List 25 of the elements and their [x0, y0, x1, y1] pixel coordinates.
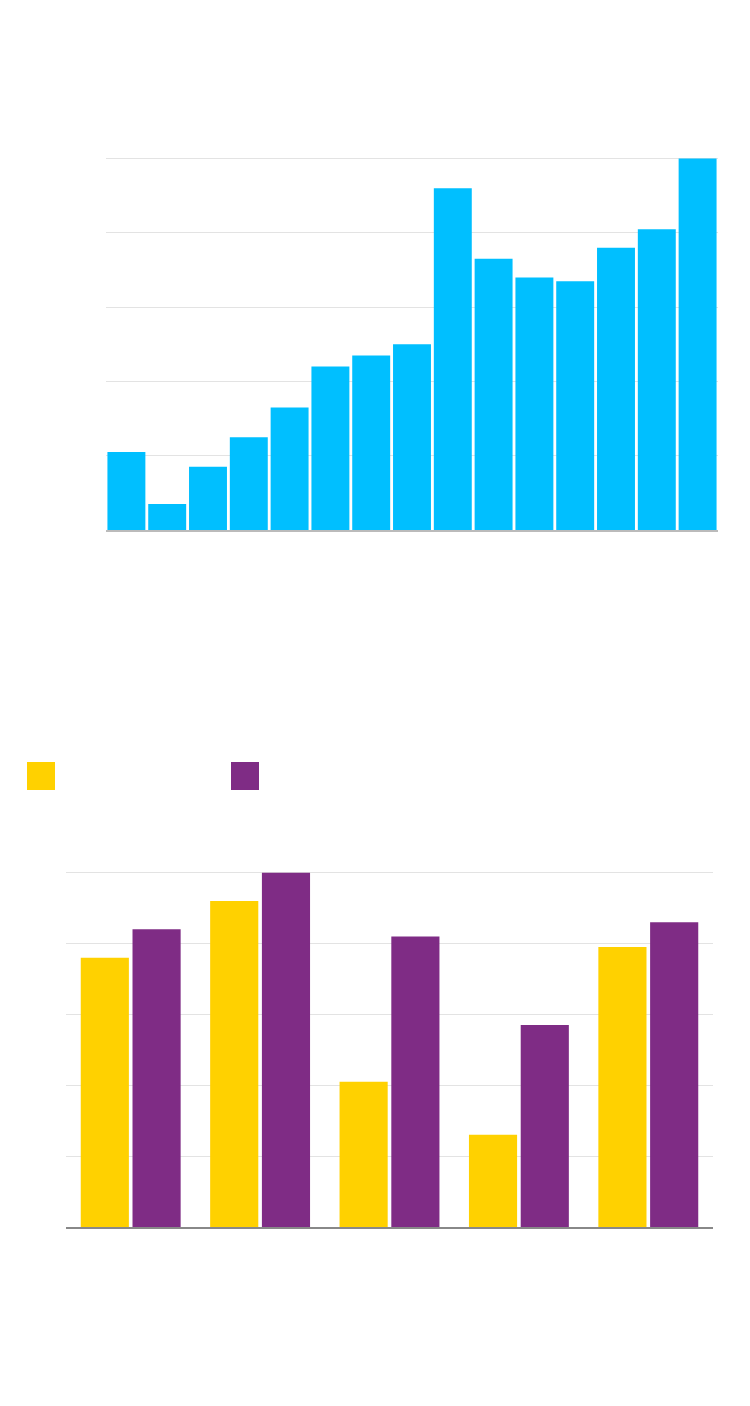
- bar: [132, 929, 181, 1227]
- bar: [189, 466, 227, 530]
- bar: [80, 957, 129, 1227]
- bar: [391, 936, 440, 1227]
- bar: [474, 258, 513, 530]
- bar: [270, 407, 309, 530]
- bar: [598, 947, 647, 1227]
- bar: [339, 1081, 388, 1227]
- bar: [311, 366, 350, 530]
- bar: [650, 922, 699, 1227]
- bar: [597, 247, 635, 530]
- bar: [229, 437, 268, 530]
- bar: [678, 158, 717, 530]
- bar: [433, 188, 472, 530]
- bar: [107, 452, 146, 530]
- bar: [520, 1025, 569, 1227]
- bar: [515, 277, 554, 530]
- bar: [261, 872, 311, 1227]
- bar: [148, 504, 187, 530]
- bar: [352, 355, 391, 530]
- bar: [210, 901, 259, 1227]
- bar: [393, 344, 431, 530]
- bar: [556, 281, 595, 530]
- bar: [468, 1134, 518, 1227]
- bar: [637, 229, 676, 530]
